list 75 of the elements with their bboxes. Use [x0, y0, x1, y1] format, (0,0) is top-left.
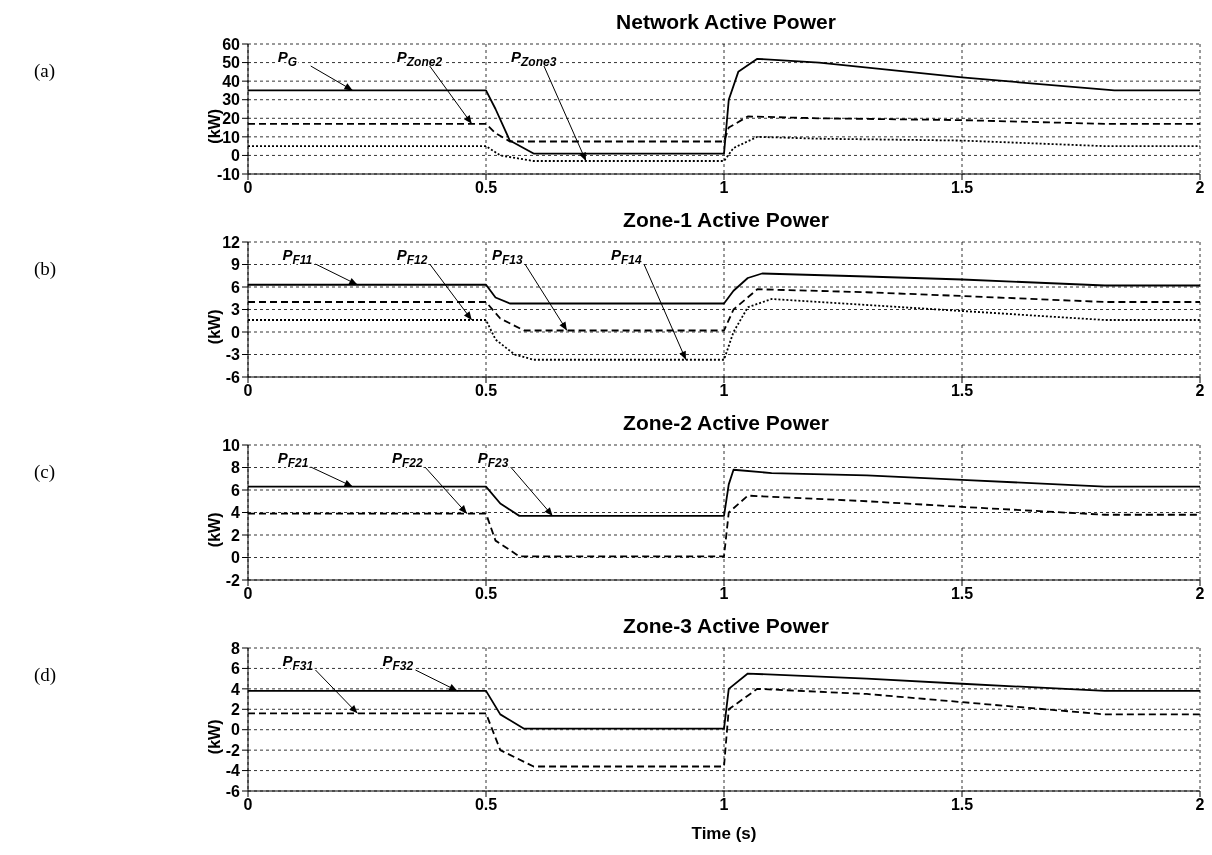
x-tick-label: 1	[719, 179, 729, 197]
x-tick-label: 1.5	[950, 796, 974, 814]
y-axis-title: (kW)	[205, 309, 223, 345]
annotation: P$_{Zone3}$	[510, 48, 557, 70]
annotation: P$_{F21}$	[277, 449, 309, 471]
y-tick-label: 4	[231, 680, 241, 698]
annotation: P$_{F31}$	[282, 652, 314, 674]
y-tick-label: 2	[231, 526, 241, 544]
x-tick-label: 2	[1195, 179, 1205, 197]
x-tick-label: 1.5	[950, 382, 974, 400]
y-tick-label: -2	[225, 741, 241, 759]
x-tick-label: 1.5	[950, 179, 974, 197]
text: (b)	[34, 258, 57, 280]
x-tick-label: 0	[243, 585, 253, 603]
annotation: P$_{F22}$	[391, 449, 423, 471]
text: (c)	[34, 461, 56, 483]
y-tick-label: 40	[222, 72, 241, 90]
x-tick-label: 2	[1195, 796, 1205, 814]
y-tick-label: -2	[225, 571, 241, 589]
y-tick-label: 50	[222, 54, 241, 72]
y-tick-label: -3	[225, 346, 241, 364]
y-tick-label: 30	[222, 91, 241, 109]
y-tick-label: 3	[231, 301, 241, 319]
y-tick-label: 6	[231, 481, 241, 499]
y-tick-label: 4	[231, 504, 241, 522]
chart-title: Network Active Power	[615, 10, 837, 34]
y-tick-label: 60	[222, 35, 241, 53]
y-axis-title: (kW)	[205, 719, 223, 755]
x-tick-label: 0	[243, 796, 253, 814]
y-tick-label: 2	[231, 700, 241, 718]
y-tick-label: 8	[231, 639, 241, 657]
chart-title: Zone-1 Active Power	[622, 208, 830, 232]
text: (a)	[34, 60, 56, 82]
annotation: P$_{F13}$	[491, 246, 523, 268]
x-tick-label: 1	[719, 796, 729, 814]
annotation: P$_{F12}$	[396, 246, 428, 268]
annotation: P$_{F11}$	[282, 246, 313, 268]
x-tick-label: 1	[719, 585, 729, 603]
y-tick-label: -6	[225, 782, 241, 800]
chart-title: Zone-2 Active Power	[622, 411, 830, 435]
y-axis-title: (kW)	[205, 109, 223, 144]
y-tick-label: 9	[231, 256, 241, 274]
y-tick-label: -6	[225, 368, 241, 386]
y-tick-label: 10	[222, 128, 241, 146]
x-tick-label: 0.5	[474, 382, 498, 400]
x-tick-label: 0	[243, 382, 253, 400]
y-tick-label: 6	[231, 660, 241, 678]
x-axis-title: Time (s)	[691, 824, 757, 843]
y-tick-label: -4	[225, 762, 241, 780]
annotation: P$_{G}$	[277, 48, 298, 70]
x-tick-label: 0.5	[474, 585, 498, 603]
y-tick-label: 0	[231, 549, 241, 567]
x-tick-label: 1	[719, 382, 729, 400]
annotation: P$_{F23}$	[477, 449, 509, 471]
x-tick-label: 0.5	[474, 179, 498, 197]
y-tick-label: -10	[216, 165, 241, 183]
annotation: P$_{F32}$	[382, 652, 414, 674]
x-tick-label: 2	[1195, 585, 1205, 603]
y-tick-label: 8	[231, 459, 241, 477]
x-tick-label: 0.5	[474, 796, 498, 814]
annotation: P$_{Zone2}$	[396, 48, 443, 70]
annotation: P$_{F14}$	[610, 246, 642, 268]
x-tick-label: 0	[243, 179, 253, 197]
y-axis-title: (kW)	[205, 512, 223, 548]
x-tick-label: 2	[1195, 382, 1205, 400]
y-tick-label: 10	[222, 436, 241, 454]
chart-title: Zone-3 Active Power	[622, 614, 830, 638]
text: (d)	[34, 664, 57, 686]
y-tick-label: 0	[231, 147, 241, 165]
y-tick-label: 0	[231, 323, 241, 341]
x-tick-label: 1.5	[950, 585, 974, 603]
y-tick-label: 0	[231, 721, 241, 739]
y-tick-label: 20	[222, 109, 241, 127]
y-tick-label: 12	[222, 233, 241, 251]
y-tick-label: 6	[231, 278, 241, 296]
